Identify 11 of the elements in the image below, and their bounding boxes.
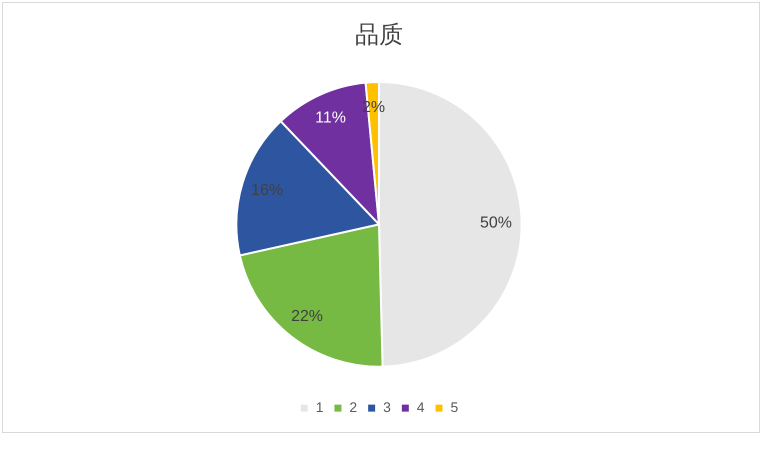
legend-label: 5 [450,398,459,415]
legend-label: 3 [383,398,392,415]
data-label: 50% [480,214,512,232]
chart-title: 品质 [354,20,404,48]
data-label: 22% [291,308,324,325]
legend-label: 2 [349,398,358,415]
data-label: 11% [315,110,346,127]
data-label: 2% [362,99,386,116]
legend-label: 1 [316,398,324,415]
data-label: 16% [251,182,284,199]
legend-label: 4 [416,398,425,415]
